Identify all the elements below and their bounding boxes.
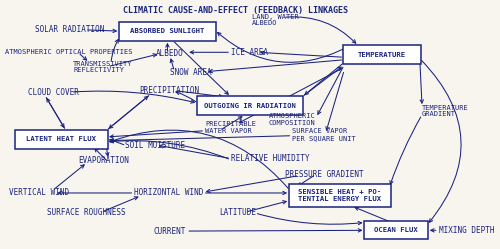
- Text: MIXING DEPTH: MIXING DEPTH: [438, 226, 494, 235]
- Text: CLOUD COVER: CLOUD COVER: [28, 88, 79, 97]
- Text: CURRENT: CURRENT: [154, 227, 186, 236]
- Text: TEMPERATURE
GRADIENT: TEMPERATURE GRADIENT: [422, 105, 469, 117]
- Text: LATITUDE: LATITUDE: [220, 208, 256, 217]
- Text: VERTICAL WIND: VERTICAL WIND: [10, 188, 70, 197]
- Text: SOIL MOISTURE: SOIL MOISTURE: [125, 141, 185, 150]
- FancyBboxPatch shape: [119, 22, 216, 41]
- FancyBboxPatch shape: [364, 222, 428, 239]
- Text: LAND, WATER
ALBEDO: LAND, WATER ALBEDO: [252, 14, 299, 26]
- Text: ICE AREA: ICE AREA: [231, 48, 268, 57]
- Text: LATENT HEAT FLUX: LATENT HEAT FLUX: [26, 136, 96, 142]
- FancyBboxPatch shape: [343, 45, 421, 64]
- Text: ATMOSPHERIC OPTICAL PROPERTIES: ATMOSPHERIC OPTICAL PROPERTIES: [4, 49, 132, 55]
- Text: SURFACE VAPOR
PER SQUARE UNIT: SURFACE VAPOR PER SQUARE UNIT: [292, 128, 356, 141]
- FancyBboxPatch shape: [288, 184, 390, 207]
- Text: ABSORBED SUNLIGHT: ABSORBED SUNLIGHT: [130, 28, 204, 34]
- Text: SURFACE ROUGHNESS: SURFACE ROUGHNESS: [47, 208, 126, 217]
- Text: TRANSMISSIVITY
REFLECTIVITY: TRANSMISSIVITY REFLECTIVITY: [73, 61, 132, 73]
- Text: TEMPERATURE: TEMPERATURE: [358, 52, 406, 58]
- Text: SENSIBLE HEAT + PO-
TENTIAL ENERGY FLUX: SENSIBLE HEAT + PO- TENTIAL ENERGY FLUX: [298, 189, 381, 202]
- Text: SNOW AREA: SNOW AREA: [170, 68, 211, 77]
- Text: EVAPORATION: EVAPORATION: [78, 156, 128, 165]
- Text: ATMOSPHERIC
COMPOSITION: ATMOSPHERIC COMPOSITION: [269, 113, 316, 126]
- Text: SOLAR RADIATION: SOLAR RADIATION: [36, 25, 104, 34]
- Text: PRESSURE GRADIENT: PRESSURE GRADIENT: [286, 170, 364, 179]
- Text: PRECIPITATION: PRECIPITATION: [139, 86, 200, 95]
- FancyBboxPatch shape: [196, 96, 304, 115]
- Text: OCEAN FLUX: OCEAN FLUX: [374, 227, 418, 233]
- Text: HORIZONTAL WIND: HORIZONTAL WIND: [134, 188, 204, 197]
- Text: OUTGOING IR RADIATION: OUTGOING IR RADIATION: [204, 103, 296, 109]
- Text: CLIMATIC CAUSE-AND-EFFECT (FEEDBACK) LINKAGES: CLIMATIC CAUSE-AND-EFFECT (FEEDBACK) LIN…: [124, 6, 348, 15]
- Text: PRECIPITABLE
WATER VAPOR: PRECIPITABLE WATER VAPOR: [205, 121, 256, 134]
- FancyBboxPatch shape: [15, 130, 108, 149]
- Text: RELATIVE HUMIDITY: RELATIVE HUMIDITY: [231, 154, 310, 163]
- Text: ALBEDO: ALBEDO: [156, 49, 184, 58]
